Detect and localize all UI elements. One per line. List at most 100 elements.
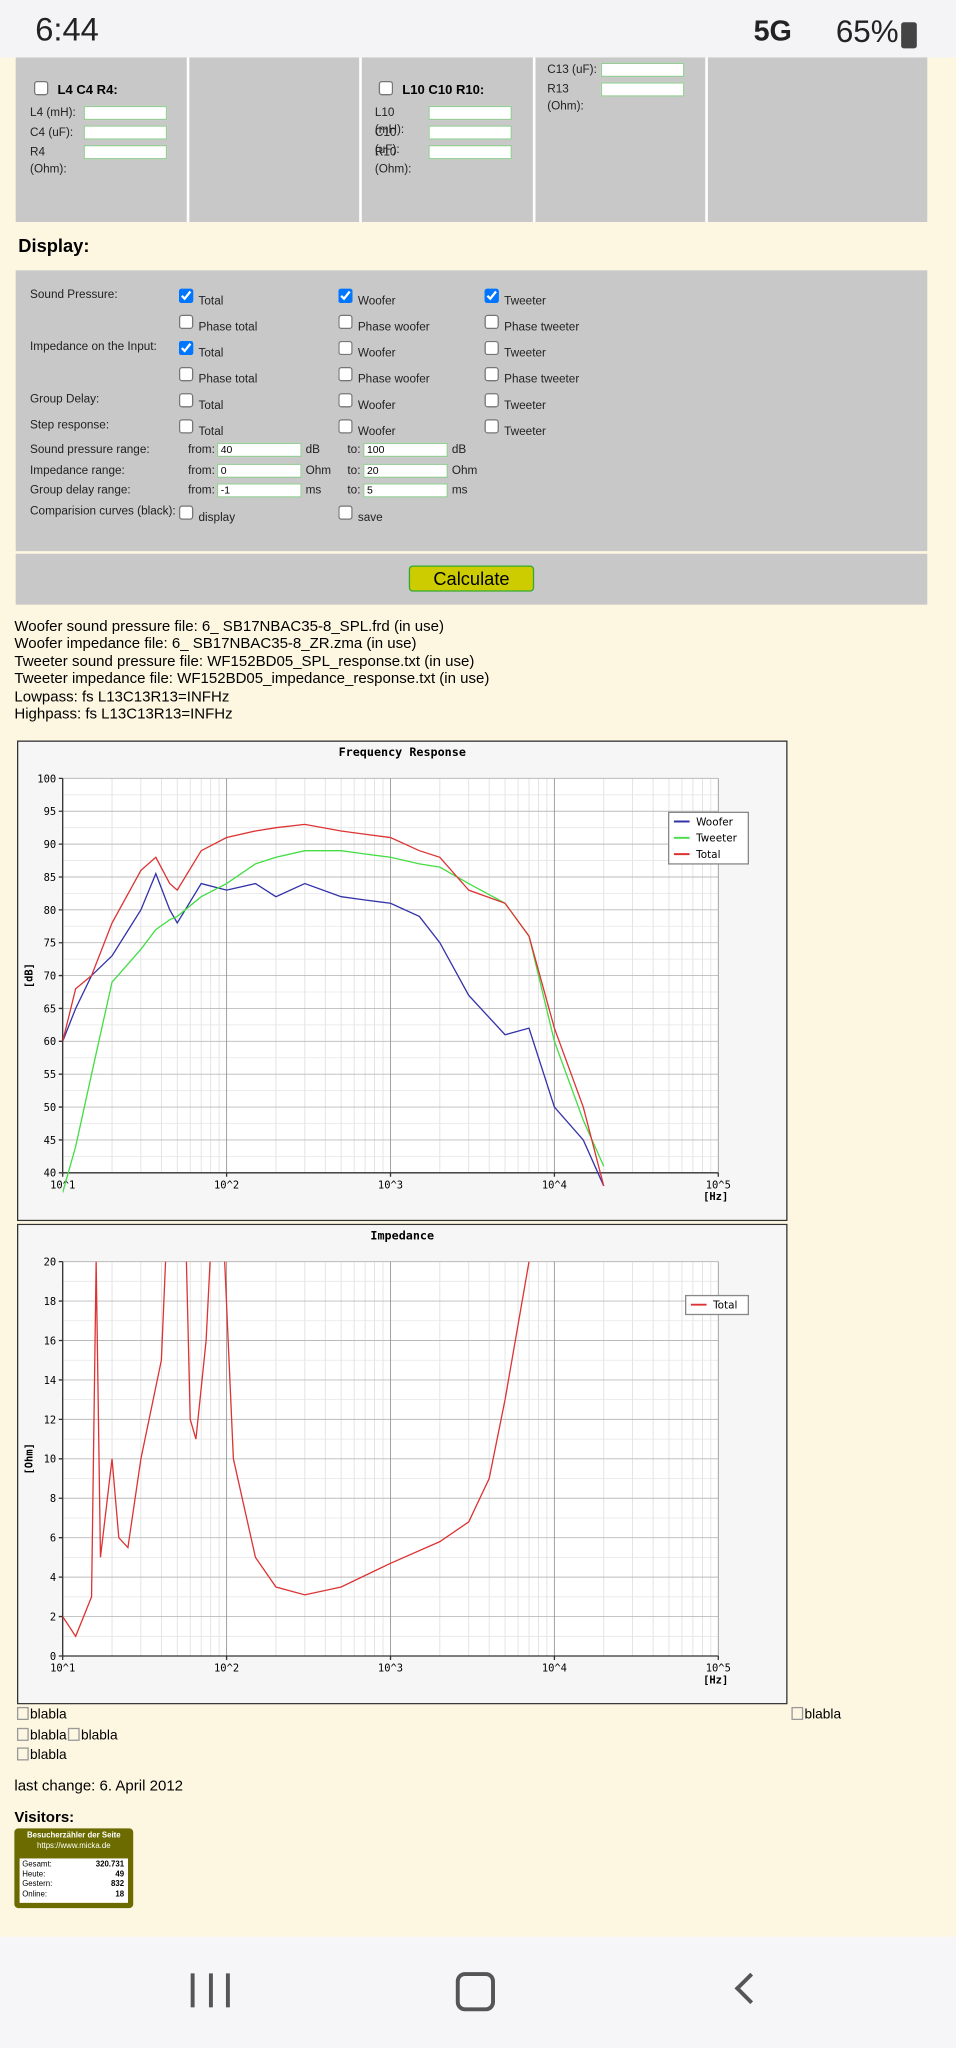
y-tick-label: 60: [44, 1036, 57, 1048]
y-tick-label: 80: [44, 905, 57, 917]
text-input[interactable]: 40: [216, 442, 302, 458]
text-input[interactable]: [428, 144, 512, 160]
field-label: R4 (Ohm):: [30, 144, 67, 176]
text-input[interactable]: [428, 105, 512, 121]
checkbox[interactable]: [33, 80, 49, 96]
range-unit: ms: [305, 483, 322, 497]
checkbox[interactable]: [338, 288, 353, 303]
text-input[interactable]: 0: [216, 462, 302, 478]
filter-heading: L4 C4 R4:: [57, 83, 118, 98]
option-label: Total: [198, 346, 224, 360]
display-heading: Display:: [18, 235, 90, 256]
checkbox[interactable]: [484, 314, 499, 330]
checkbox[interactable]: [338, 505, 353, 520]
option-label: display: [198, 510, 236, 524]
legend-box: [685, 1294, 749, 1316]
broken-image: blabla: [67, 1727, 118, 1744]
range-to: to:: [347, 483, 361, 497]
text-input[interactable]: [428, 125, 512, 140]
option-label: Woofer: [357, 398, 396, 412]
home-button[interactable]: [455, 1972, 495, 2012]
option-label: Phase tweeter: [504, 319, 580, 334]
range-unit: ms: [451, 483, 468, 497]
checkbox[interactable]: [338, 393, 353, 408]
back-button[interactable]: [734, 1972, 767, 2005]
counter-value: 49: [115, 1870, 125, 1879]
text-input[interactable]: [83, 125, 168, 140]
broken-image: blabla: [16, 1747, 67, 1763]
text-input[interactable]: 100: [363, 442, 448, 458]
checkbox[interactable]: [338, 340, 353, 356]
file-info: Woofer sound pressure file: 6_ SB17NBAC3…: [14, 619, 798, 724]
text-input[interactable]: 5: [363, 483, 448, 498]
option-label: Phase woofer: [357, 319, 430, 334]
file-line: Woofer sound pressure file: 6_ SB17NBAC3…: [14, 619, 445, 635]
checkbox[interactable]: [484, 288, 499, 303]
counter-title: Besucherzähler der Seite: [26, 1832, 121, 1841]
checkbox[interactable]: [178, 288, 194, 303]
comparison-label: Comparision curves (black):: [30, 504, 176, 518]
option-label: Woofer: [357, 424, 396, 438]
x-tick-label: 10^1: [50, 1663, 75, 1675]
range-label: Sound pressure range:: [30, 442, 150, 456]
checkbox[interactable]: [378, 80, 394, 96]
range-to: to:: [347, 462, 361, 477]
time: 6:44: [35, 11, 99, 49]
visitor-counter: Besucherzähler der Seite https://www.mic…: [14, 1828, 134, 1909]
option-label: Total: [198, 293, 224, 307]
counter-value: 320.731: [95, 1861, 125, 1869]
calculate-button[interactable]: Calculate: [408, 565, 535, 592]
text-input[interactable]: -1: [216, 483, 302, 498]
series-line: [62, 1261, 530, 1638]
checkbox[interactable]: [484, 340, 499, 356]
checkbox[interactable]: [338, 314, 353, 330]
checkbox[interactable]: [338, 366, 353, 382]
text-input[interactable]: [600, 62, 685, 78]
recent-button[interactable]: [190, 1973, 230, 2008]
option-label: Phase woofer: [357, 372, 430, 386]
option-label: Tweeter: [504, 424, 546, 438]
image-alt: blabla: [804, 1706, 842, 1723]
y-tick-label: 0: [50, 1651, 56, 1663]
checkbox[interactable]: [178, 314, 194, 330]
field-label: L4 (mH):: [30, 105, 76, 119]
checkbox[interactable]: [484, 366, 499, 382]
option-label: Woofer: [357, 346, 396, 360]
column-divider: [359, 57, 362, 223]
y-tick-label: 95: [44, 806, 57, 818]
y-tick-label: 10: [44, 1454, 57, 1466]
x-tick-label: 10^2: [214, 1663, 239, 1675]
checkbox[interactable]: [178, 505, 194, 520]
y-axis-label: [Ohm]: [24, 1443, 36, 1474]
image-icon: [16, 1747, 29, 1761]
option-label: Total: [198, 424, 224, 438]
file-line: Lowpass: fs L13C13R13=INFHz: [14, 689, 230, 705]
field-label: C4 (uF):: [30, 125, 74, 139]
y-tick-label: 4: [50, 1572, 56, 1584]
row-label: Step response:: [30, 417, 110, 431]
checkbox[interactable]: [178, 340, 194, 356]
series-line: [62, 871, 605, 1187]
text-input[interactable]: [600, 82, 685, 97]
x-tick-label: 10^3: [378, 1179, 403, 1191]
checkbox[interactable]: [178, 393, 194, 408]
row-label: Impedance on the Input:: [30, 339, 157, 353]
text-input[interactable]: [83, 144, 168, 160]
broken-image: blabla: [16, 1706, 67, 1723]
text-input[interactable]: [83, 105, 168, 121]
row-label: Group Delay:: [30, 391, 100, 405]
range-unit: dB: [305, 442, 320, 456]
last-change: last change: 6. April 2012: [14, 1778, 184, 1795]
y-tick-label: 40: [44, 1168, 57, 1180]
checkbox[interactable]: [338, 419, 353, 434]
y-tick-label: 45: [44, 1135, 57, 1147]
text-input[interactable]: 20: [363, 462, 448, 478]
checkbox[interactable]: [178, 366, 194, 382]
checkbox[interactable]: [484, 419, 499, 434]
checkbox[interactable]: [178, 419, 194, 434]
checkbox[interactable]: [484, 393, 499, 408]
series-line: [62, 823, 605, 1187]
y-tick-label: 70: [44, 971, 57, 983]
field-label: R10 (Ohm):: [374, 144, 412, 176]
